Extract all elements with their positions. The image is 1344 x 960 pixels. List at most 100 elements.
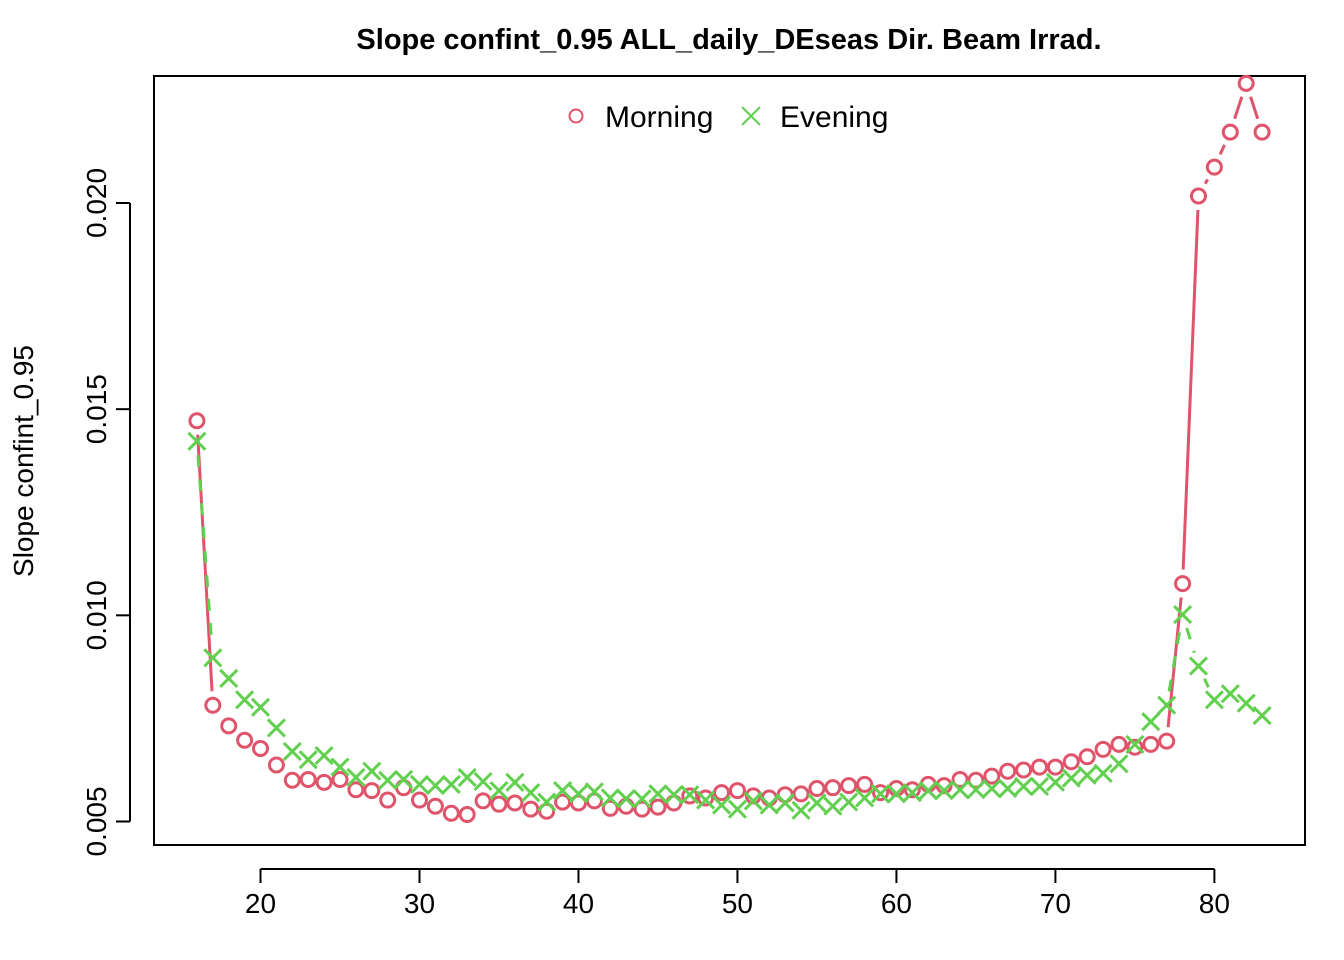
morning-point xyxy=(442,804,460,822)
evening-point xyxy=(1014,776,1034,797)
evening-point xyxy=(759,795,779,815)
evening-point xyxy=(1220,684,1240,704)
morning-point xyxy=(474,792,492,810)
morning-point xyxy=(379,791,397,809)
morning-point xyxy=(1158,732,1176,750)
evening-point xyxy=(425,776,445,796)
evening-point xyxy=(219,668,239,688)
x-tick-label: 20 xyxy=(245,888,276,919)
evening-point xyxy=(1157,695,1177,715)
morning-point xyxy=(1110,735,1128,753)
evening-point xyxy=(616,789,636,809)
evening-point xyxy=(553,781,573,801)
evening-point xyxy=(1061,768,1081,788)
evening-point xyxy=(775,793,795,813)
morning-point xyxy=(1253,123,1271,141)
evening-point xyxy=(266,718,286,738)
evening-point xyxy=(489,781,509,801)
evening-point xyxy=(1109,754,1129,774)
legend-evening-marker xyxy=(741,106,761,126)
evening-point xyxy=(235,690,255,710)
morning-point xyxy=(1174,575,1192,593)
morning-point xyxy=(649,798,667,816)
morning-point xyxy=(347,781,365,799)
evening-point xyxy=(950,780,970,800)
legend-morning-label: Morning xyxy=(605,101,713,134)
evening-point xyxy=(727,799,748,819)
y-axis-title: Slope confint_0.95 xyxy=(8,345,39,577)
evening-line-segment xyxy=(1167,628,1182,692)
evening-point xyxy=(1093,763,1113,783)
evening-point xyxy=(473,771,493,792)
evening-line-segment xyxy=(196,455,214,644)
morning-point xyxy=(315,773,333,791)
morning-point xyxy=(633,800,651,818)
morning-point xyxy=(1205,158,1223,176)
evening-point xyxy=(314,745,334,766)
evening-point xyxy=(1125,734,1145,754)
evening-point xyxy=(441,774,461,794)
morning-point xyxy=(856,775,874,793)
morning-point xyxy=(236,731,254,749)
morning-point xyxy=(554,793,572,811)
evening-point xyxy=(918,781,938,801)
chart-title: Slope confint_0.95 ALL_daily_DEseas Dir.… xyxy=(356,24,1101,56)
morning-point xyxy=(1015,761,1033,779)
y-tick-label: 0.005 xyxy=(81,786,112,856)
evening-point xyxy=(521,783,541,803)
morning-line-segment xyxy=(1249,96,1260,120)
evening-point xyxy=(409,774,430,794)
evening-point xyxy=(330,757,350,777)
evening-point xyxy=(457,767,477,787)
evening-point xyxy=(998,778,1018,799)
morning-point xyxy=(872,784,890,802)
y-tick-label: 0.010 xyxy=(81,580,112,650)
evening-line-segment xyxy=(1185,627,1196,654)
morning-point xyxy=(1046,758,1064,776)
morning-point xyxy=(728,782,746,800)
morning-point xyxy=(951,770,969,788)
morning-point xyxy=(1078,748,1096,766)
evening-point xyxy=(187,431,207,451)
morning-point xyxy=(792,785,810,803)
evening-point xyxy=(1045,772,1065,792)
evening-point xyxy=(505,772,525,792)
evening-line-segment xyxy=(1203,678,1210,688)
evening-point xyxy=(902,783,922,803)
evening-point xyxy=(711,795,732,815)
morning-point xyxy=(188,412,206,430)
morning-point xyxy=(490,795,508,813)
morning-point xyxy=(1126,738,1144,756)
morning-point xyxy=(1094,740,1112,758)
morning-point xyxy=(331,770,349,788)
morning-point xyxy=(1031,758,1049,776)
evening-point xyxy=(1204,690,1224,710)
evening-point xyxy=(1141,712,1161,732)
morning-point xyxy=(220,717,238,735)
evening-point xyxy=(982,778,1002,799)
evening-point xyxy=(298,750,318,770)
morning-point xyxy=(283,771,301,789)
evening-point xyxy=(632,789,652,809)
morning-point xyxy=(1221,123,1239,141)
x-tick-label: 60 xyxy=(881,888,912,919)
evening-point xyxy=(600,788,620,808)
evening-point xyxy=(250,697,271,717)
evening-point xyxy=(839,792,859,812)
morning-point xyxy=(824,779,842,797)
evening-point xyxy=(664,785,684,805)
morning-point xyxy=(1237,74,1255,92)
evening-point xyxy=(1029,776,1050,797)
morning-point xyxy=(1189,187,1207,205)
evening-point xyxy=(378,770,398,790)
morning-point xyxy=(267,756,285,774)
evening-point xyxy=(934,781,954,801)
morning-line-segment xyxy=(1233,96,1244,120)
evening-point xyxy=(584,782,604,802)
evening-point xyxy=(696,790,716,810)
morning-line-segment xyxy=(1181,209,1200,570)
morning-point xyxy=(363,782,381,800)
evening-point xyxy=(394,769,414,789)
